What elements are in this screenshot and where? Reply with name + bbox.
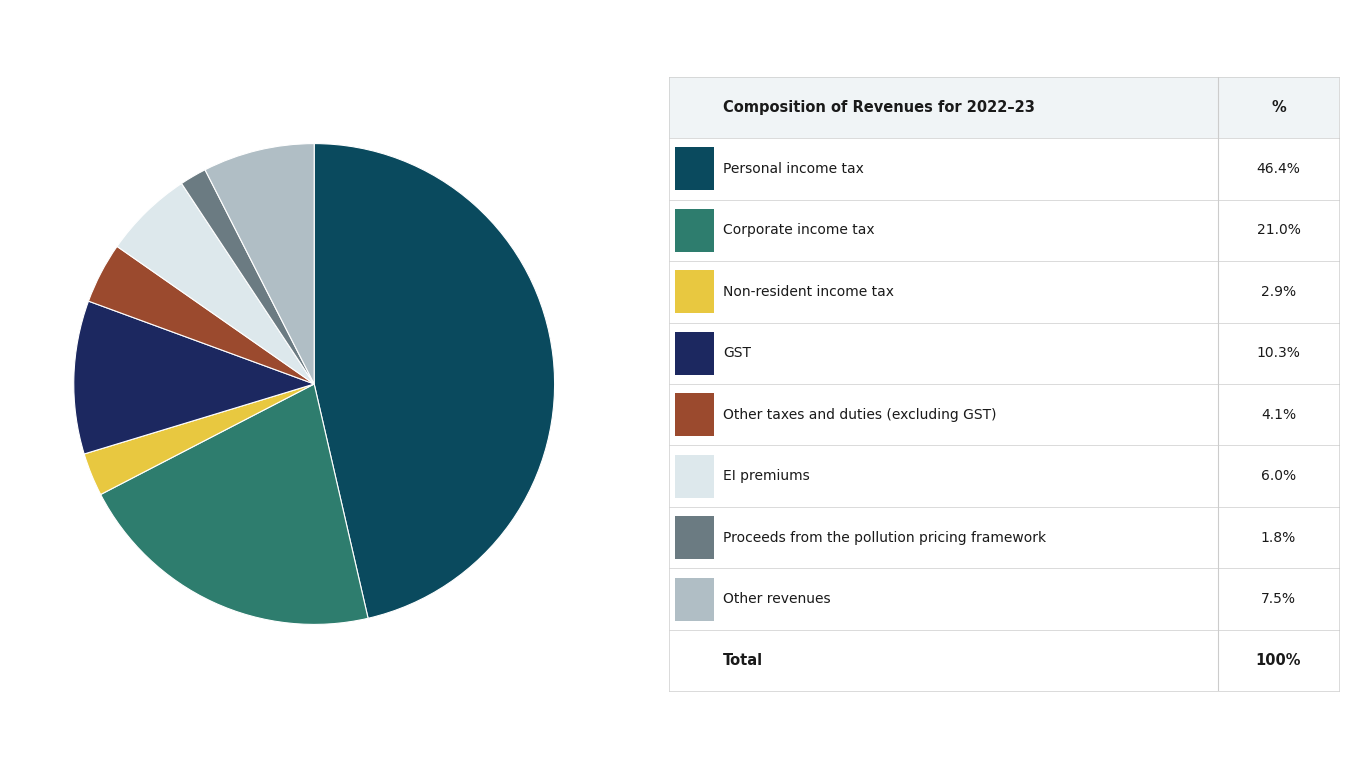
Text: %: % <box>1272 100 1285 115</box>
Text: 10.3%: 10.3% <box>1257 346 1300 360</box>
Wedge shape <box>101 384 367 624</box>
Wedge shape <box>74 301 314 454</box>
Text: Proceeds from the pollution pricing framework: Proceeds from the pollution pricing fram… <box>723 531 1046 545</box>
Wedge shape <box>89 247 314 384</box>
Wedge shape <box>205 144 314 384</box>
Text: EI premiums: EI premiums <box>723 469 810 483</box>
Text: 4.1%: 4.1% <box>1261 408 1296 422</box>
Wedge shape <box>182 170 314 384</box>
Text: Total: Total <box>723 653 764 668</box>
Text: Other taxes and duties (excluding GST): Other taxes and duties (excluding GST) <box>723 408 996 422</box>
Text: GST: GST <box>723 346 751 360</box>
Text: 7.5%: 7.5% <box>1261 592 1296 606</box>
Text: 46.4%: 46.4% <box>1257 162 1300 176</box>
Wedge shape <box>117 184 314 384</box>
Text: 6.0%: 6.0% <box>1261 469 1296 483</box>
Text: Other revenues: Other revenues <box>723 592 831 606</box>
Text: Personal income tax: Personal income tax <box>723 162 863 176</box>
Wedge shape <box>85 384 314 495</box>
Wedge shape <box>314 144 555 618</box>
Text: Corporate income tax: Corporate income tax <box>723 223 874 237</box>
Text: Composition of Revenues for 2022–23: Composition of Revenues for 2022–23 <box>723 100 1035 115</box>
Text: 100%: 100% <box>1255 653 1302 668</box>
Text: 2.9%: 2.9% <box>1261 285 1296 299</box>
Text: 21.0%: 21.0% <box>1257 223 1300 237</box>
Text: 1.8%: 1.8% <box>1261 531 1296 545</box>
Text: Non-resident income tax: Non-resident income tax <box>723 285 893 299</box>
